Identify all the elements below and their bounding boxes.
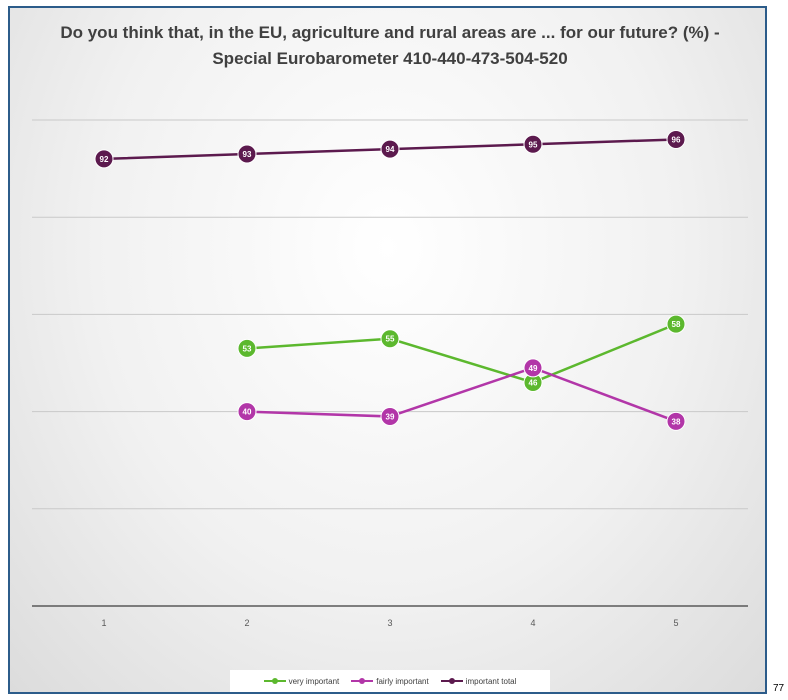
data-point xyxy=(666,411,686,431)
data-point xyxy=(380,139,400,159)
legend-label: important total xyxy=(465,676,517,686)
data-point xyxy=(237,338,257,358)
data-label: 55 xyxy=(386,335,395,344)
legend-label: very important xyxy=(288,676,340,686)
data-point xyxy=(666,129,686,149)
data-label: 93 xyxy=(243,150,252,159)
x-tick-label: 3 xyxy=(387,618,392,628)
data-label: 53 xyxy=(243,344,252,353)
legend-swatch xyxy=(351,678,374,684)
data-point xyxy=(523,358,543,378)
data-label: 46 xyxy=(529,378,538,387)
legend-swatch xyxy=(440,678,463,684)
data-point xyxy=(380,329,400,349)
x-tick-label: 5 xyxy=(673,618,678,628)
data-point xyxy=(523,134,543,154)
legend-item: important total xyxy=(440,676,517,686)
data-label: 58 xyxy=(672,320,681,329)
data-label: 94 xyxy=(386,145,395,154)
x-tick-label: 4 xyxy=(530,618,535,628)
legend-label: fairly important xyxy=(376,676,429,686)
data-label: 96 xyxy=(672,135,681,144)
chart-frame: Do you think that, in the EU, agricultur… xyxy=(8,6,767,694)
data-label: 38 xyxy=(672,417,681,426)
data-point xyxy=(94,149,114,169)
series-line xyxy=(246,322,677,384)
chart-title: Do you think that, in the EU, agricultur… xyxy=(60,23,720,68)
data-point xyxy=(237,402,257,422)
data-label: 92 xyxy=(100,155,109,164)
chart-legend: very important fairly important important … xyxy=(230,670,550,692)
legend-item: fairly important xyxy=(351,676,429,686)
data-label: 40 xyxy=(243,408,252,417)
data-label: 49 xyxy=(529,364,538,373)
data-point xyxy=(237,144,257,164)
data-label: 95 xyxy=(529,140,538,149)
data-point xyxy=(380,406,400,426)
data-label: 39 xyxy=(386,412,395,421)
legend-item: very important xyxy=(263,676,340,686)
x-tick-label: 2 xyxy=(244,618,249,628)
data-point xyxy=(666,314,686,334)
legend-swatch xyxy=(263,678,286,684)
x-tick-label: 1 xyxy=(101,618,106,628)
corner-note: 77 xyxy=(773,683,785,694)
series-line xyxy=(246,366,677,423)
